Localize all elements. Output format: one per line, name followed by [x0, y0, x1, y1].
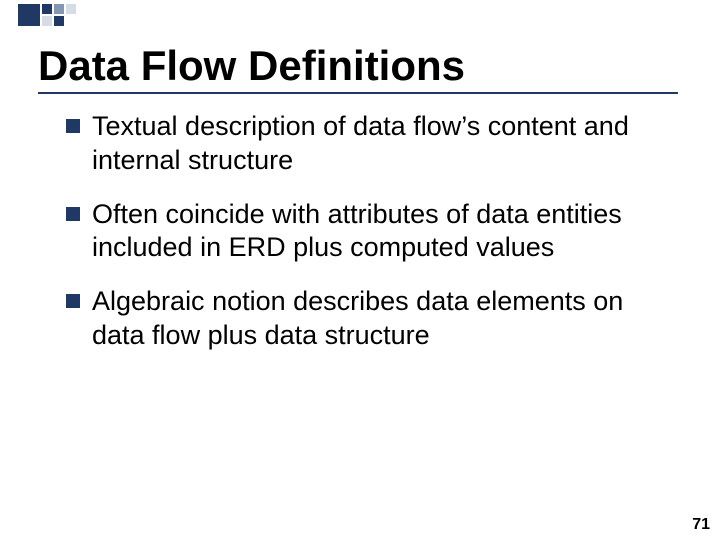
slide-content: Data Flow Definitions Textual descriptio…	[38, 42, 690, 373]
bullet-item: Often coincide with attributes of data e…	[66, 198, 680, 266]
bullet-text: Often coincide with attributes of data e…	[92, 198, 680, 266]
square-bullet-icon	[66, 119, 80, 133]
decoration-square	[42, 4, 52, 14]
decoration-square	[18, 4, 40, 26]
bullet-text: Textual description of data flow’s conte…	[92, 110, 680, 178]
header-decoration	[0, 0, 720, 34]
square-bullet-icon	[66, 294, 80, 308]
square-bullet-icon	[66, 207, 80, 221]
bullet-text: Algebraic notion describes data elements…	[92, 285, 680, 353]
page-number: 71	[692, 516, 710, 534]
bullet-list: Textual description of data flow’s conte…	[38, 110, 690, 353]
slide-title: Data Flow Definitions	[38, 42, 678, 94]
decoration-square	[54, 4, 64, 14]
decoration-square	[54, 16, 64, 26]
bullet-item: Textual description of data flow’s conte…	[66, 110, 680, 178]
bullet-item: Algebraic notion describes data elements…	[66, 285, 680, 353]
decoration-square	[42, 16, 52, 26]
decoration-square	[66, 4, 76, 14]
